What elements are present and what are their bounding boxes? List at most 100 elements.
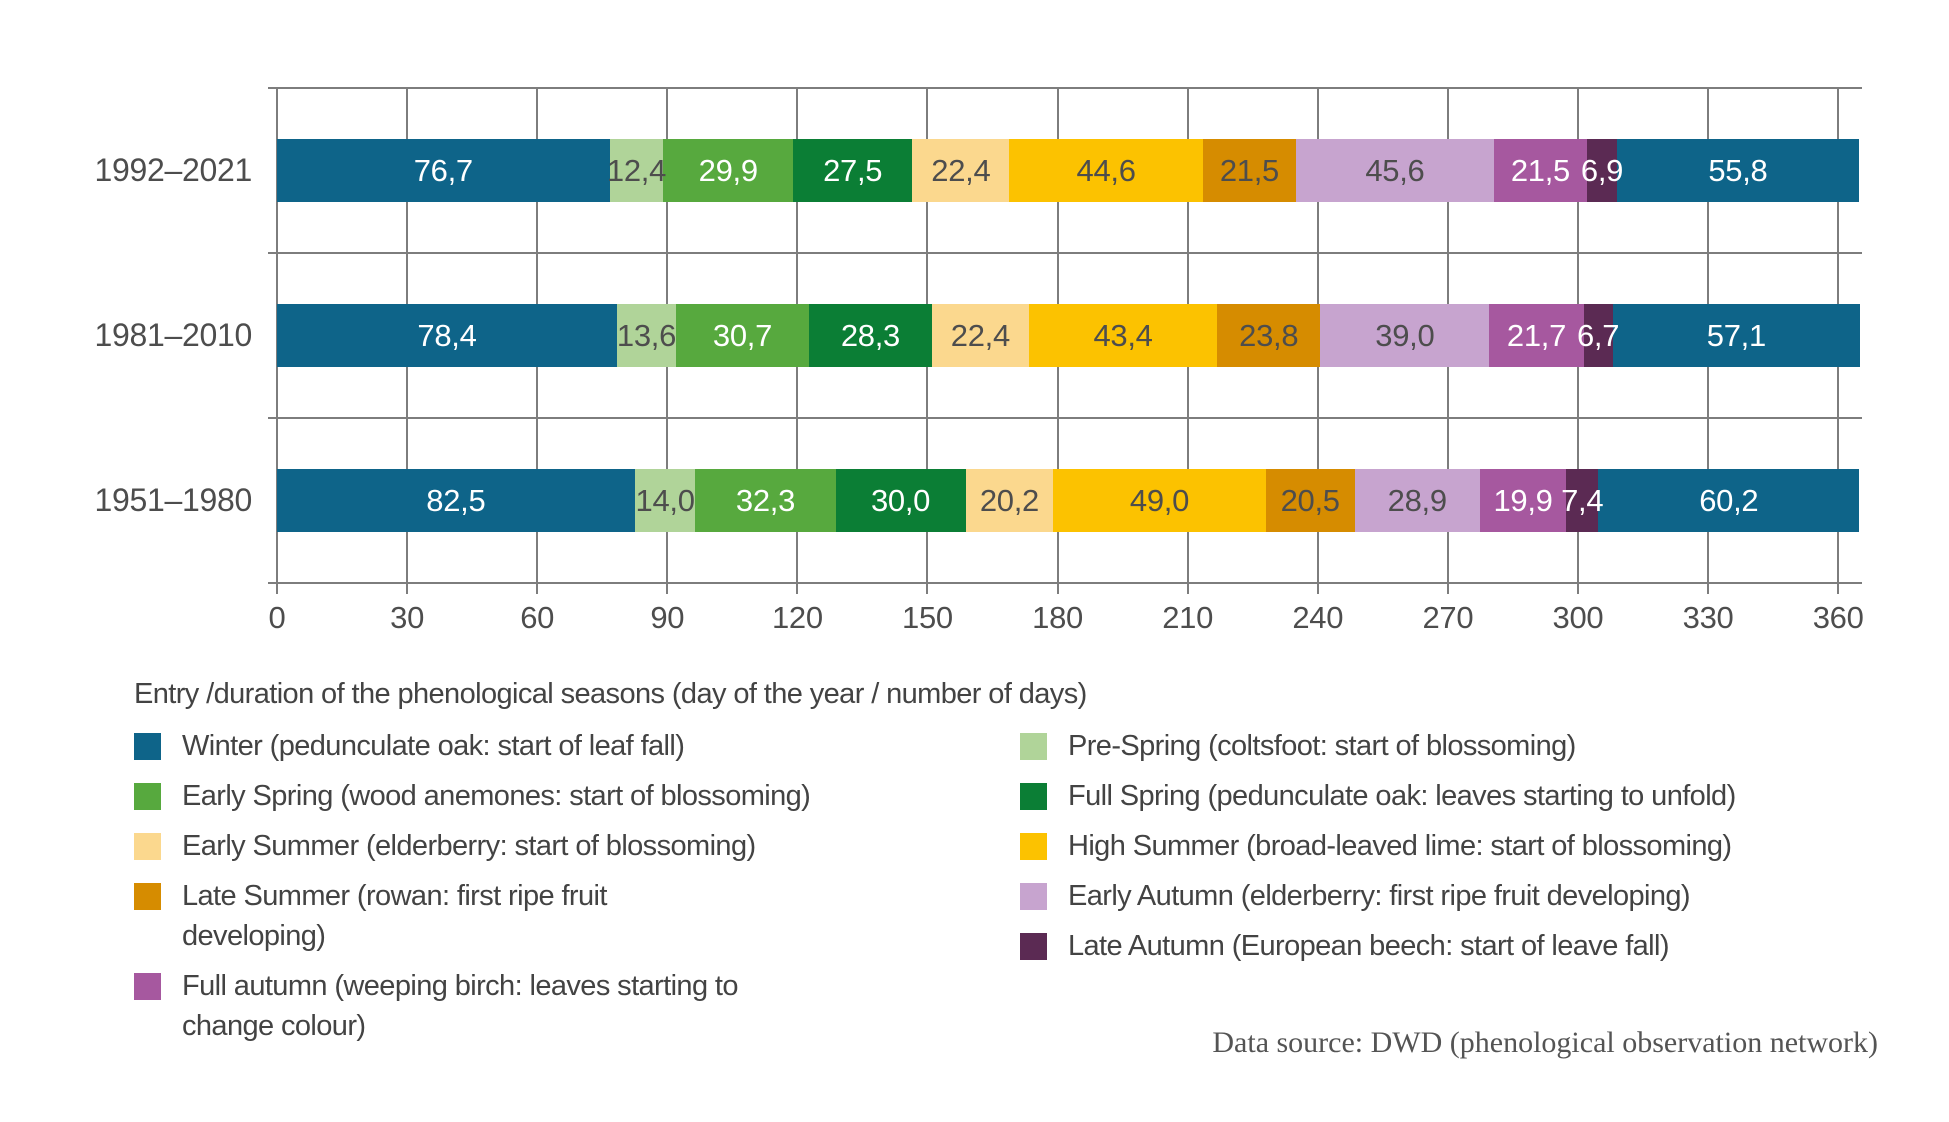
bar-segment-early-summer: 20,2 bbox=[965, 469, 1054, 532]
legend-swatch-early-spring bbox=[134, 783, 161, 810]
bar-value-label: 43,4 bbox=[1093, 317, 1153, 353]
legend-column-left: Winter (pedunculate oak: start of leaf f… bbox=[134, 726, 984, 1056]
legend-label: Early Summer (elderberry: start of bloss… bbox=[182, 830, 756, 862]
legend-swatch-high-summer bbox=[1020, 833, 1047, 860]
bar-value-label: 30,0 bbox=[870, 482, 931, 518]
bar-value-label: 13,6 bbox=[616, 317, 677, 353]
bar-row: 78,4 13,6 30,7 28,3 22,4 43,4 23,8 39,0 21,7 6,7 5… bbox=[277, 304, 1861, 367]
bar-value-label: 82,5 bbox=[426, 482, 486, 518]
x-tick-label: 330 bbox=[1682, 600, 1734, 635]
bar-segment-high-summer: 43,4 bbox=[1028, 304, 1218, 367]
bar-segment-pre-spring: 13,6 bbox=[617, 304, 676, 367]
legend-label: Pre-Spring (coltsfoot: start of blossomi… bbox=[1068, 730, 1576, 762]
bar-value-label: 45,6 bbox=[1365, 152, 1425, 188]
gridline-horizontal bbox=[268, 252, 1862, 254]
bar-value-label: 7,4 bbox=[1561, 482, 1604, 518]
bar-segment-early-autumn: 39,0 bbox=[1320, 304, 1490, 367]
legend-swatch-winter bbox=[134, 733, 161, 760]
bar-segment-winter: 57,1 bbox=[1612, 304, 1861, 367]
bar-segment-winter: 82,5 bbox=[277, 469, 635, 532]
legend-item-full-autumn: Full autumn (weeping birch: leaves start… bbox=[134, 966, 984, 1046]
bar-value-label: 12,4 bbox=[606, 152, 667, 188]
legend-swatch-early-summer bbox=[134, 833, 161, 860]
bar-value-label: 20,5 bbox=[1280, 482, 1340, 518]
bar-value-label: 60,2 bbox=[1699, 482, 1759, 518]
bar-value-label: 22,4 bbox=[931, 152, 991, 188]
bar-segment-full-spring: 27,5 bbox=[793, 139, 913, 202]
bar-segment-late-autumn: 6,9 bbox=[1581, 139, 1623, 202]
legend-column-right: Pre-Spring (coltsfoot: start of blossomi… bbox=[1020, 726, 1900, 976]
bar-segment-pre-spring: 12,4 bbox=[606, 139, 667, 202]
gridline-horizontal bbox=[268, 417, 1862, 419]
x-axis-tick-mark bbox=[1837, 583, 1840, 594]
bar-value-label: 21,5 bbox=[1219, 152, 1279, 188]
x-axis-tick-mark bbox=[926, 583, 929, 594]
legend-label: Early Spring (wood anemones: start of bl… bbox=[182, 780, 811, 812]
legend-swatch-full-autumn bbox=[134, 973, 161, 1000]
bar-segment-early-summer: 22,4 bbox=[931, 304, 1029, 367]
y-axis-category-labels: 1992–2021 1981–2010 1951–1980 bbox=[0, 88, 253, 583]
x-tick-label: 300 bbox=[1552, 600, 1604, 635]
bar-segment-full-autumn: 21,5 bbox=[1493, 139, 1588, 202]
x-tick-label: 150 bbox=[902, 600, 953, 635]
bar-segment-late-summer: 23,8 bbox=[1217, 304, 1321, 367]
legend-label: Winter (pedunculate oak: start of leaf f… bbox=[182, 730, 685, 762]
bar-segment-high-summer: 49,0 bbox=[1053, 469, 1266, 532]
legend-swatch-late-autumn bbox=[1020, 933, 1047, 960]
bar-segment-full-spring: 28,3 bbox=[809, 304, 932, 367]
bar-segment-early-summer: 22,4 bbox=[912, 139, 1010, 202]
legend-item-early-spring: Early Spring (wood anemones: start of bl… bbox=[134, 776, 984, 816]
bar-segment-winter: 78,4 bbox=[277, 304, 617, 367]
bar-value-label: 6,7 bbox=[1576, 317, 1620, 353]
gridline-horizontal bbox=[268, 87, 1862, 89]
bar-value-label: 19,9 bbox=[1493, 482, 1553, 518]
bar-value-label: 57,1 bbox=[1706, 317, 1766, 353]
legend-swatch-pre-spring bbox=[1020, 733, 1047, 760]
bar-value-label: 55,8 bbox=[1708, 152, 1768, 188]
bar-value-label: 44,6 bbox=[1076, 152, 1136, 188]
bar-value-label: 22,4 bbox=[950, 317, 1010, 353]
x-axis-tick-mark bbox=[1446, 583, 1449, 594]
bar-value-label: 49,0 bbox=[1129, 482, 1190, 518]
bar-value-label: 6,9 bbox=[1580, 152, 1624, 188]
legend-item-late-summer: Late Summer (rowan: first ripe fruit dev… bbox=[134, 876, 984, 956]
legend-swatch-full-spring bbox=[1020, 783, 1047, 810]
legend-item-full-spring: Full Spring (pedunculate oak: leaves sta… bbox=[1020, 776, 1900, 816]
bar-value-label: 76,7 bbox=[413, 152, 473, 188]
bar-segment-pre-spring: 14,0 bbox=[634, 469, 696, 532]
bar-row: 76,7 12,4 29,9 27,5 22,4 44,6 21,5 45,6 21,5 6,9 5… bbox=[277, 139, 1859, 202]
x-axis-tick-mark bbox=[1056, 583, 1059, 594]
bar-value-label: 23,8 bbox=[1239, 317, 1299, 353]
x-tick-label: 0 bbox=[268, 600, 286, 635]
plot-area: 76,7 12,4 29,9 27,5 22,4 44,6 21,5 45,6 21,5 6,9 5… bbox=[268, 87, 1862, 594]
x-axis-tick-mark bbox=[1316, 583, 1319, 594]
x-tick-label: 30 bbox=[390, 600, 425, 635]
x-axis-tick-mark bbox=[406, 583, 409, 594]
legend-label: Late Autumn (European beech: start of le… bbox=[1068, 930, 1670, 962]
bar-segment-full-autumn: 19,9 bbox=[1479, 469, 1567, 532]
bar-value-label: 28,9 bbox=[1387, 482, 1447, 518]
legend-swatch-late-summer bbox=[134, 883, 161, 910]
bar-segment-winter: 55,8 bbox=[1616, 139, 1859, 202]
x-axis-tick-mark bbox=[536, 583, 539, 594]
bar-segment-late-summer: 20,5 bbox=[1265, 469, 1355, 532]
bar-segment-early-autumn: 28,9 bbox=[1354, 469, 1480, 532]
x-axis-tick-mark bbox=[276, 583, 278, 594]
x-axis-tick-labels: 0 30 60 90 120 150 180 210 240 270 300 330 360 bbox=[269, 600, 1897, 642]
legend-swatch-early-autumn bbox=[1020, 883, 1047, 910]
x-tick-label: 120 bbox=[771, 600, 823, 635]
bar-value-label: 27,5 bbox=[823, 152, 883, 188]
bar-value-label: 29,9 bbox=[698, 152, 758, 188]
x-tick-label: 60 bbox=[520, 600, 555, 635]
bar-value-label: 20,2 bbox=[979, 482, 1039, 518]
x-tick-label: 180 bbox=[1032, 600, 1083, 635]
bar-value-label: 30,7 bbox=[712, 317, 773, 353]
bar-segment-late-summer: 21,5 bbox=[1202, 139, 1297, 202]
row-label: 1992–2021 bbox=[94, 152, 253, 188]
bar-segment-late-autumn: 7,4 bbox=[1561, 469, 1604, 532]
bar-value-label: 14,0 bbox=[635, 482, 695, 518]
bar-value-label: 78,4 bbox=[417, 317, 477, 353]
bar-segment-full-autumn: 21,7 bbox=[1489, 304, 1584, 367]
bar-row: 82,5 14,0 32,3 30,0 20,2 49,0 20,5 28,9 19,9 7,4 6… bbox=[277, 469, 1860, 532]
